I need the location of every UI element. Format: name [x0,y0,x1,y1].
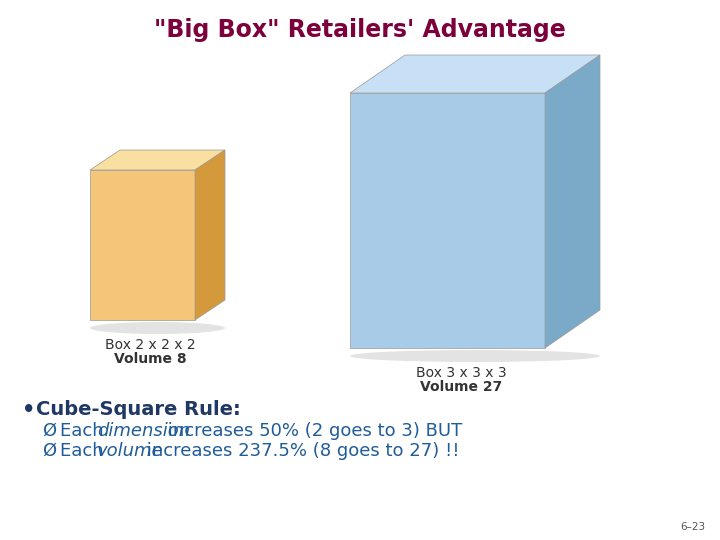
Text: volume: volume [97,442,163,460]
Polygon shape [90,170,195,320]
Polygon shape [195,150,225,320]
Text: "Big Box" Retailers' Advantage: "Big Box" Retailers' Advantage [154,18,566,42]
Text: increases 237.5% (8 goes to 27) !!: increases 237.5% (8 goes to 27) !! [141,442,459,460]
Text: increases 50% (2 goes to 3) BUT: increases 50% (2 goes to 3) BUT [162,422,462,440]
Text: Ø: Ø [42,422,56,440]
Text: Box 3 x 3 x 3: Box 3 x 3 x 3 [416,366,507,380]
Ellipse shape [350,350,600,362]
Text: Each: Each [60,442,109,460]
Text: dimension: dimension [97,422,190,440]
Text: 6–23: 6–23 [680,522,705,532]
Text: Volume 27: Volume 27 [420,380,503,394]
Text: Cube-Square Rule:: Cube-Square Rule: [36,400,240,419]
Polygon shape [350,55,600,93]
Text: Box 2 x 2 x 2: Box 2 x 2 x 2 [104,338,195,352]
Text: Volume 8: Volume 8 [114,352,186,366]
Ellipse shape [90,322,225,334]
Text: •: • [22,400,35,420]
Polygon shape [90,150,225,170]
Text: Ø: Ø [42,442,56,460]
Polygon shape [545,55,600,348]
Text: Each: Each [60,422,109,440]
Polygon shape [350,93,545,348]
